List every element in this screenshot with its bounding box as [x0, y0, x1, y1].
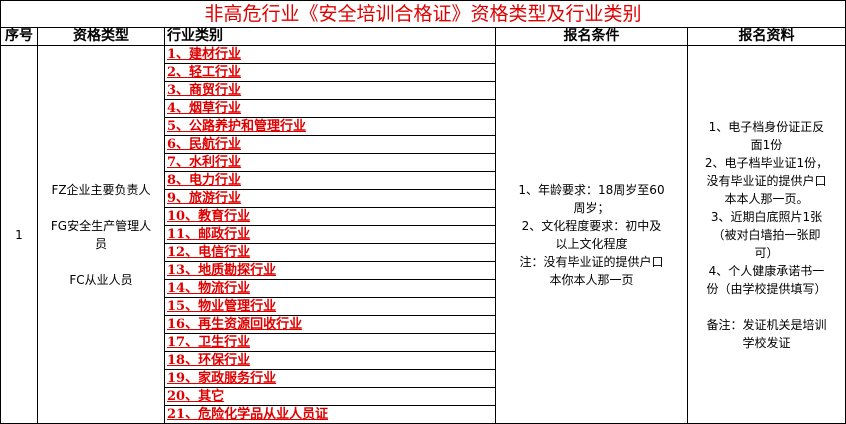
industry-item: 8、电力行业: [164, 171, 496, 190]
industry-item: 9、旅游行业: [164, 189, 496, 208]
text-line: 没有毕业证的提供户口: [706, 173, 827, 188]
industry-item: 3、商贸行业: [164, 81, 496, 100]
header-industry: 行业类别: [164, 27, 496, 46]
text-line: 1、电子档身份证正反: [708, 119, 825, 134]
industry-item: 6、民航行业: [164, 135, 496, 154]
header-conditions: 报名条件: [495, 27, 688, 46]
header-qualification: 资格类型: [37, 27, 165, 46]
text-line: 3、近期白底照片1张: [710, 209, 823, 224]
text-line: 面1份: [750, 137, 783, 152]
conditions-cell: 1、年龄要求：18周岁至60 周岁； 2、文化程度要求：初中及 以上文化程度注：没有毕…: [495, 45, 688, 424]
text-line: 备注：发证机关是培训: [706, 317, 827, 332]
text-line: 本本人那一页。: [724, 191, 809, 206]
industry-item: 14、物流行业: [164, 279, 496, 298]
industry-item: 1、建材行业: [164, 45, 496, 64]
text-line: 周岁；: [573, 200, 610, 215]
text-line: 学校发证: [742, 335, 791, 350]
text-line: （被对白墙拍一张即: [712, 227, 821, 242]
text-line: 员: [94, 236, 107, 251]
text-line: 4、个人健康承诺书一: [708, 263, 825, 278]
text-line: FG安全生产管理人: [50, 218, 152, 233]
text-line: 2、文化程度要求：初中及: [521, 218, 662, 233]
text-line: 本你本人那一页: [549, 272, 634, 287]
industry-item: 13、地质勘探行业: [164, 261, 496, 280]
text-line: 份（由学校提供填写）: [706, 281, 827, 296]
industry-item: 19、家政服务行业: [164, 369, 496, 388]
text-line: 注：没有毕业证的提供户口: [519, 254, 664, 269]
industry-item: 18、环保行业: [164, 351, 496, 370]
industry-item: 16、再生资源回收行业: [164, 315, 496, 334]
industry-item: 21、危险化学品从业人员证: [164, 405, 496, 424]
industry-item: 11、邮政行业: [164, 225, 496, 244]
text-line: 可）: [754, 245, 779, 260]
industry-item: 7、水利行业: [164, 153, 496, 172]
header-materials: 报名资料: [687, 27, 846, 46]
seq-cell: 1: [0, 45, 38, 424]
page-title: 非高危行业《安全培训合格证》资格类型及行业类别: [0, 0, 846, 28]
industry-item: 12、电信行业: [164, 243, 496, 262]
qualification-cell: FZ企业主要负责人 FG安全生产管理人员 FC从业人员: [37, 45, 165, 424]
industry-item: 4、烟草行业: [164, 99, 496, 118]
materials-cell: 1、电子档身份证正反 面1份 2、电子档毕业证1份， 没有毕业证的提供户口 本本人那一页…: [687, 45, 846, 424]
text-line: 2、电子档毕业证1份，: [704, 155, 829, 170]
text-line: FC从业人员: [69, 272, 133, 287]
text-line: FZ企业主要负责人: [51, 182, 151, 197]
industry-item: 17、卫生行业: [164, 333, 496, 352]
industry-item: 2、轻工行业: [164, 63, 496, 82]
industry-item: 15、物业管理行业: [164, 297, 496, 316]
industry-item: 10、教育行业: [164, 207, 496, 226]
header-seq: 序号: [0, 27, 38, 46]
industry-item: 5、公路养护和管理行业: [164, 117, 496, 136]
industry-item: 20、其它: [164, 387, 496, 406]
text-line: 以上文化程度: [555, 236, 628, 251]
text-line: 1、年龄要求：18周岁至60: [518, 182, 665, 197]
